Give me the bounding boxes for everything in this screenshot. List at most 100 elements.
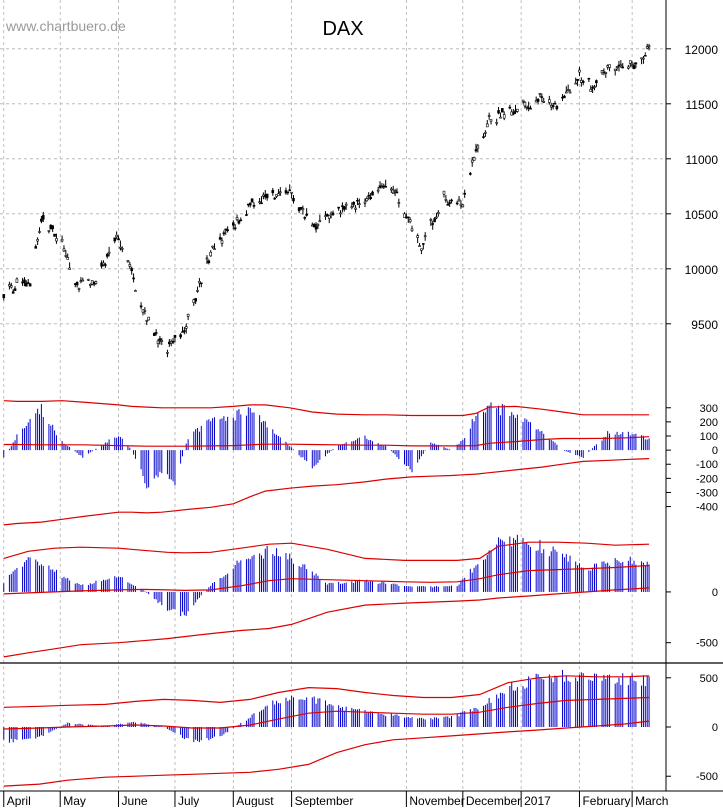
price-body xyxy=(248,202,252,206)
price-body xyxy=(410,228,414,232)
price-body xyxy=(34,246,38,249)
price-body xyxy=(207,260,211,263)
price-body xyxy=(145,319,149,322)
price-body xyxy=(312,224,316,228)
price-body xyxy=(461,204,465,208)
price-body xyxy=(523,102,527,107)
price-body xyxy=(89,284,92,286)
month-label: May xyxy=(63,794,86,807)
price-body xyxy=(233,227,237,230)
price-tick-label: 10000 xyxy=(685,263,719,277)
price-body xyxy=(119,246,122,249)
month-label: February xyxy=(582,794,630,807)
price-body xyxy=(53,233,56,237)
price-body xyxy=(608,64,611,68)
price-body xyxy=(156,340,160,344)
price-body xyxy=(548,99,551,103)
price-body xyxy=(619,64,623,67)
price-body xyxy=(299,206,303,209)
price-body xyxy=(574,82,577,85)
price-body xyxy=(143,310,147,312)
price-body xyxy=(23,279,26,283)
price-body xyxy=(226,229,229,231)
indicator-tick-label: -500 xyxy=(696,638,718,650)
price-body xyxy=(132,277,135,280)
price-body xyxy=(126,260,130,263)
month-label: December xyxy=(466,794,521,807)
month-label: November xyxy=(409,794,464,807)
price-body xyxy=(152,332,156,336)
price-body xyxy=(589,89,593,92)
price-body xyxy=(529,107,532,110)
price-body xyxy=(593,86,596,88)
price-body xyxy=(184,326,188,329)
indicator-tick-label: 300 xyxy=(700,403,718,415)
price-tick-label: 11500 xyxy=(686,98,719,112)
price-body xyxy=(604,72,608,74)
price-body xyxy=(384,186,387,188)
price-body xyxy=(245,214,248,216)
price-body xyxy=(117,238,120,241)
price-body xyxy=(344,203,348,206)
price-body xyxy=(422,243,425,245)
price-body xyxy=(489,119,493,122)
upper-band-line xyxy=(3,675,650,708)
price-body xyxy=(444,198,448,201)
price-body xyxy=(542,101,546,103)
price-body xyxy=(220,240,224,244)
price-body xyxy=(36,239,39,242)
price-body xyxy=(566,89,570,91)
price-body xyxy=(420,248,423,251)
price-body xyxy=(337,206,340,209)
price-body xyxy=(433,218,436,223)
price-body xyxy=(563,95,566,99)
price-body xyxy=(327,215,331,219)
price-body xyxy=(595,80,598,84)
price-body xyxy=(40,218,43,222)
price-body xyxy=(472,157,476,161)
price-body xyxy=(642,57,645,60)
price-body xyxy=(568,91,572,94)
price-body xyxy=(350,206,354,208)
price-body xyxy=(395,191,399,194)
price-body xyxy=(358,203,361,205)
indicator-tick-label: 0 xyxy=(712,587,718,599)
price-body xyxy=(442,190,446,195)
price-body xyxy=(331,212,335,215)
price-body xyxy=(469,173,472,175)
price-body xyxy=(87,279,90,281)
price-body xyxy=(120,247,124,250)
month-label: March xyxy=(635,794,668,807)
price-body xyxy=(260,202,263,205)
price-body xyxy=(11,291,15,294)
price-body xyxy=(271,190,275,194)
indicator-tick-label: 500 xyxy=(700,673,718,685)
price-body xyxy=(139,305,143,308)
price-body xyxy=(104,264,107,266)
price-body xyxy=(632,65,636,70)
price-body xyxy=(390,188,393,191)
price-body xyxy=(198,281,201,284)
price-body xyxy=(391,192,395,194)
watermark: www.chartbuero.de xyxy=(5,18,126,34)
price-body xyxy=(15,278,19,283)
price-body xyxy=(134,290,137,292)
price-body xyxy=(578,69,581,73)
price-body xyxy=(205,257,209,260)
price-body xyxy=(186,313,190,317)
indicator-tick-label: -200 xyxy=(696,473,718,485)
lower-band-line xyxy=(3,587,650,658)
price-body xyxy=(352,202,355,205)
price-body xyxy=(66,257,70,260)
price-body xyxy=(252,204,256,207)
indicator-tick-label: -300 xyxy=(696,487,718,499)
price-body xyxy=(470,159,474,163)
price-body xyxy=(25,282,28,287)
price-body xyxy=(231,222,235,226)
indicator-tick-label: 0 xyxy=(712,722,718,734)
price-body xyxy=(75,281,79,286)
price-body xyxy=(408,219,412,223)
price-body xyxy=(2,294,6,298)
price-body xyxy=(429,219,433,221)
price-body xyxy=(194,298,197,302)
